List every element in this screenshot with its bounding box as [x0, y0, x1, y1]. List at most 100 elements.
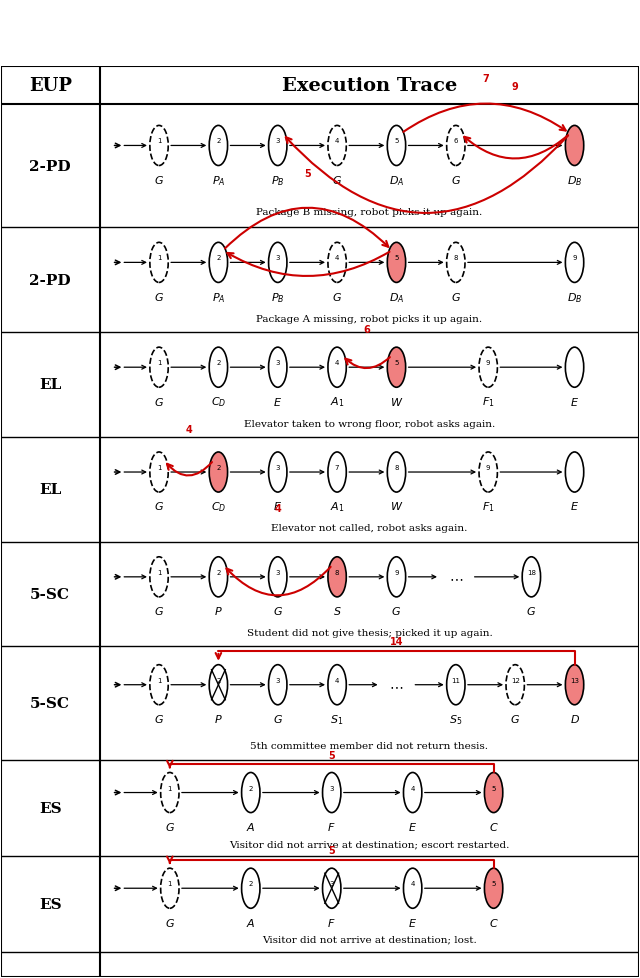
Text: $A_{1}$: $A_{1}$ [330, 500, 344, 513]
Text: 14: 14 [390, 637, 403, 646]
Text: $G$: $G$ [273, 712, 283, 725]
Text: $S_{5}$: $S_{5}$ [449, 712, 463, 726]
Text: $G$: $G$ [332, 174, 342, 186]
FancyArrowPatch shape [167, 463, 212, 476]
Text: $\cdots$: $\cdots$ [389, 678, 404, 692]
Ellipse shape [323, 773, 341, 813]
Ellipse shape [269, 348, 287, 388]
Ellipse shape [241, 868, 260, 909]
Text: 5: 5 [394, 255, 399, 261]
Text: EUP: EUP [29, 77, 72, 95]
Text: 4: 4 [275, 504, 281, 513]
Ellipse shape [209, 665, 228, 705]
Ellipse shape [447, 244, 465, 284]
Text: $P_{B}$: $P_{B}$ [271, 290, 285, 304]
Text: 4: 4 [410, 784, 415, 790]
Text: $G$: $G$ [392, 604, 401, 616]
Text: $A$: $A$ [246, 820, 255, 832]
Ellipse shape [328, 665, 346, 705]
Text: 5: 5 [492, 784, 496, 790]
Text: 18: 18 [527, 569, 536, 575]
Ellipse shape [328, 453, 346, 493]
Ellipse shape [269, 665, 287, 705]
Text: 11: 11 [451, 677, 460, 683]
Text: 5: 5 [328, 750, 335, 760]
Text: $P$: $P$ [214, 604, 223, 616]
Text: Visitor did not arrive at destination; lost.: Visitor did not arrive at destination; l… [262, 935, 477, 944]
Text: Visitor did not arrive at destination; escort restarted.: Visitor did not arrive at destination; e… [229, 839, 509, 848]
Ellipse shape [565, 126, 584, 166]
Ellipse shape [328, 348, 346, 388]
Text: $F$: $F$ [328, 915, 336, 927]
Ellipse shape [387, 126, 406, 166]
Ellipse shape [161, 868, 179, 909]
Text: $G$: $G$ [154, 500, 164, 511]
Text: 9: 9 [572, 255, 577, 261]
Ellipse shape [209, 453, 228, 493]
Text: $G$: $G$ [154, 290, 164, 302]
Text: $W$: $W$ [390, 395, 403, 407]
Ellipse shape [269, 557, 287, 598]
Text: 8: 8 [454, 255, 458, 261]
Text: 2: 2 [216, 569, 221, 575]
Text: EL: EL [39, 483, 61, 497]
Text: 5-SC: 5-SC [30, 696, 70, 711]
Text: $G$: $G$ [526, 604, 536, 616]
Ellipse shape [565, 244, 584, 284]
Text: $G$: $G$ [332, 290, 342, 302]
Text: 2-PD: 2-PD [29, 273, 71, 288]
Text: $P$: $P$ [214, 712, 223, 725]
Ellipse shape [209, 244, 228, 284]
Ellipse shape [328, 244, 346, 284]
Text: Package B missing, robot picks it up again.: Package B missing, robot picks it up aga… [257, 207, 483, 216]
Text: $\cdots$: $\cdots$ [449, 570, 463, 584]
Text: $D_{B}$: $D_{B}$ [567, 290, 582, 304]
Text: $E$: $E$ [273, 500, 282, 511]
Ellipse shape [209, 126, 228, 166]
Text: 2: 2 [216, 255, 221, 261]
Ellipse shape [323, 868, 341, 909]
Text: 3: 3 [275, 465, 280, 470]
Ellipse shape [565, 665, 584, 705]
Text: $G$: $G$ [451, 290, 461, 302]
Ellipse shape [387, 453, 406, 493]
Ellipse shape [241, 773, 260, 813]
Ellipse shape [522, 557, 541, 598]
Text: 4: 4 [186, 424, 192, 435]
Text: 3: 3 [275, 255, 280, 261]
Text: 2: 2 [248, 880, 253, 886]
FancyArrowPatch shape [227, 567, 331, 596]
FancyArrowPatch shape [346, 358, 390, 369]
Text: 2: 2 [248, 784, 253, 790]
Text: 9: 9 [394, 569, 399, 575]
Text: $E$: $E$ [408, 820, 417, 832]
Text: $E$: $E$ [408, 915, 417, 927]
Text: 5: 5 [304, 169, 311, 179]
Ellipse shape [387, 557, 406, 598]
Text: 2: 2 [216, 677, 221, 683]
Text: $F_{1}$: $F_{1}$ [482, 500, 495, 513]
Text: $A_{1}$: $A_{1}$ [330, 395, 344, 409]
Text: $D$: $D$ [570, 712, 580, 725]
Text: $F$: $F$ [328, 820, 336, 832]
Text: $F_{1}$: $F_{1}$ [482, 395, 495, 409]
Text: 12: 12 [511, 677, 520, 683]
Ellipse shape [269, 453, 287, 493]
Text: $E$: $E$ [273, 395, 282, 407]
Text: $D_{A}$: $D_{A}$ [389, 174, 404, 188]
Text: 1: 1 [157, 677, 161, 683]
Text: 13: 13 [570, 677, 579, 683]
Ellipse shape [484, 773, 503, 813]
Text: 5: 5 [394, 138, 399, 145]
FancyArrowPatch shape [227, 252, 390, 277]
Text: Package A missing, robot picks it up again.: Package A missing, robot picks it up aga… [257, 315, 483, 324]
Text: 3: 3 [275, 360, 280, 366]
Ellipse shape [565, 453, 584, 493]
Text: 2: 2 [216, 465, 221, 470]
FancyArrowPatch shape [403, 105, 566, 133]
Text: $G$: $G$ [451, 174, 461, 186]
Ellipse shape [150, 244, 168, 284]
Text: 7: 7 [335, 465, 339, 470]
Text: 4: 4 [335, 360, 339, 366]
Text: ES: ES [39, 897, 61, 911]
